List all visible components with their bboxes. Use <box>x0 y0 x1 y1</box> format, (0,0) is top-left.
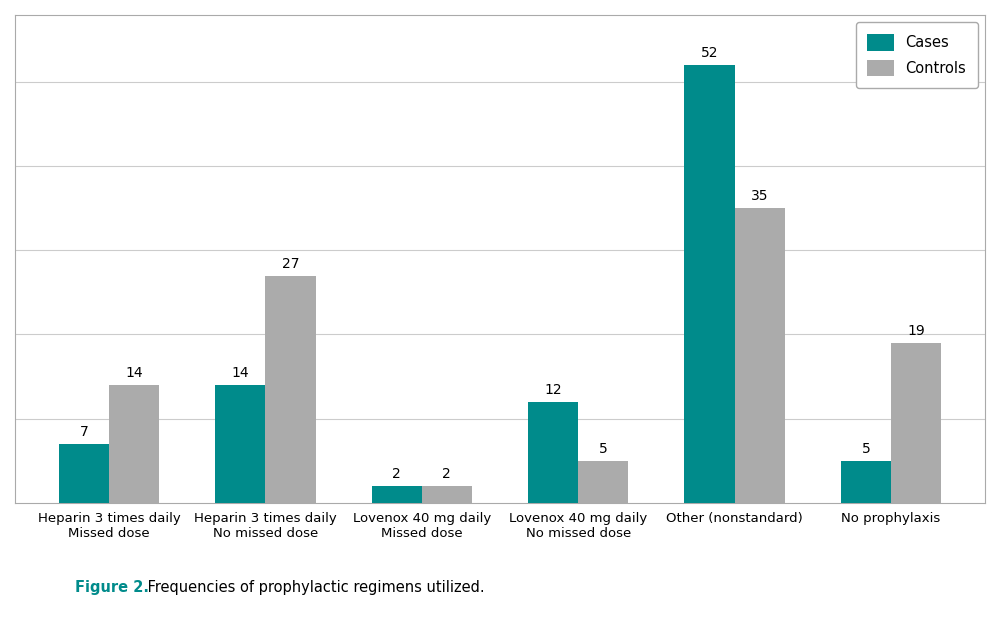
Text: Frequencies of prophylactic regimens utilized.: Frequencies of prophylactic regimens uti… <box>143 581 485 595</box>
Text: 5: 5 <box>599 442 608 455</box>
Text: 7: 7 <box>80 424 88 439</box>
Bar <box>59 444 109 503</box>
Text: 12: 12 <box>544 383 562 397</box>
Text: 5: 5 <box>861 442 870 455</box>
Bar <box>735 209 785 503</box>
Bar <box>109 385 159 503</box>
Text: 14: 14 <box>125 366 143 380</box>
Text: 14: 14 <box>232 366 249 380</box>
Bar <box>841 460 891 503</box>
Bar <box>372 486 422 503</box>
Bar <box>215 385 265 503</box>
Bar <box>578 460 628 503</box>
Text: 2: 2 <box>442 466 451 481</box>
Bar <box>265 276 316 503</box>
Text: 52: 52 <box>701 46 718 60</box>
Text: Figure 2.: Figure 2. <box>75 581 149 595</box>
Bar <box>422 486 472 503</box>
Bar <box>891 343 941 503</box>
Bar <box>684 65 735 503</box>
Text: 19: 19 <box>907 324 925 338</box>
Bar <box>528 402 578 503</box>
Text: 35: 35 <box>751 189 768 204</box>
Text: 27: 27 <box>282 257 299 271</box>
Text: 2: 2 <box>392 466 401 481</box>
Legend: Cases, Controls: Cases, Controls <box>856 22 978 88</box>
